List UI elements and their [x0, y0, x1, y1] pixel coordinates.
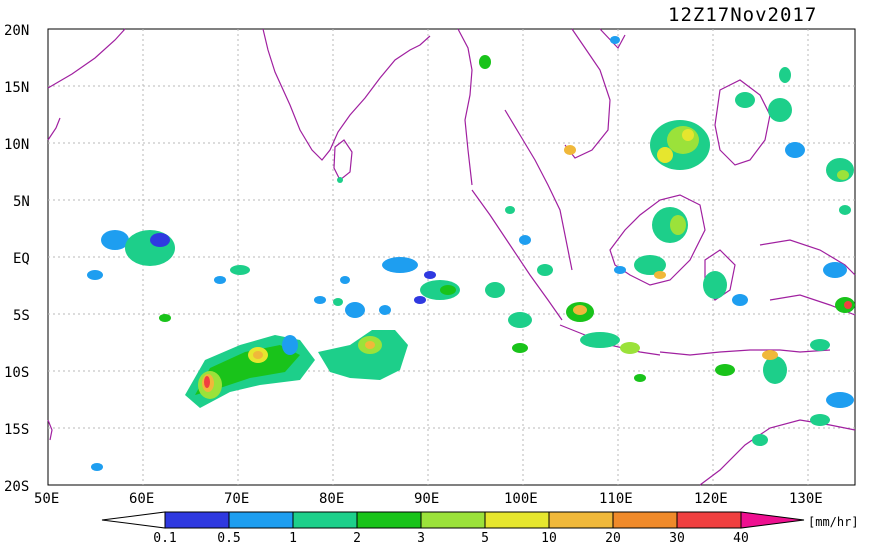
lon-label: 50E	[34, 491, 59, 507]
lat-label: 20S	[4, 479, 29, 495]
lon-label: 130E	[789, 491, 823, 507]
lat-label: EQ	[13, 251, 30, 267]
lat-label: 15S	[4, 422, 29, 438]
precipitation-cells	[87, 36, 855, 471]
lat-label: 20N	[4, 23, 29, 39]
colorbar-tick-label: 5	[481, 531, 489, 544]
colorbar: 0.1 0.5 1 2 3 5 10 20 30 40 [mm/hr]	[101, 511, 859, 544]
lat-label: 10N	[4, 137, 29, 153]
map-frame	[47, 28, 856, 486]
lon-label: 70E	[224, 491, 249, 507]
colorbar-swatch	[612, 511, 678, 529]
colorbar-swatch	[228, 511, 294, 529]
lon-label: 80E	[319, 491, 344, 507]
colorbar-tick-label: 3	[417, 531, 425, 544]
lat-label: 15N	[4, 80, 29, 96]
map-title: 12Z17Nov2017	[668, 4, 817, 26]
lon-label: 90E	[414, 491, 439, 507]
lon-label: 120E	[694, 491, 728, 507]
colorbar-swatch	[548, 511, 614, 529]
coastlines	[47, 28, 856, 486]
lat-label: 10S	[4, 365, 29, 381]
colorbar-tick-label: 20	[605, 531, 621, 544]
lon-label: 60E	[129, 491, 154, 507]
colorbar-swatch	[420, 511, 486, 529]
latitude-labels: 20N 15N 10N 5N EQ 5S 10S 15S 20S	[4, 23, 30, 495]
colorbar-swatch	[676, 511, 742, 529]
colorbar-tick-label: 30	[669, 531, 685, 544]
colorbar-swatch	[292, 511, 358, 529]
longitude-labels: 50E 60E 70E 80E 90E 100E 110E 120E 130E	[34, 491, 823, 507]
colorbar-swatch	[164, 511, 230, 529]
colorbar-swatch	[484, 511, 550, 529]
colorbar-high-arrow	[740, 511, 805, 529]
lon-label: 110E	[599, 491, 633, 507]
lon-label: 100E	[504, 491, 538, 507]
grid-lines	[48, 29, 855, 485]
lat-label: 5S	[13, 308, 30, 324]
colorbar-tick-label: 0.1	[153, 531, 176, 544]
colorbar-tick-label: 0.5	[217, 531, 240, 544]
colorbar-tick-label: 40	[733, 531, 749, 544]
colorbar-tick-label: 10	[541, 531, 557, 544]
colorbar-swatch	[356, 511, 422, 529]
colorbar-units: [mm/hr]	[808, 515, 859, 529]
lat-label: 5N	[13, 194, 30, 210]
colorbar-tick-label: 2	[353, 531, 361, 544]
colorbar-low-arrow	[101, 511, 166, 529]
colorbar-tick-label: 1	[289, 531, 297, 544]
